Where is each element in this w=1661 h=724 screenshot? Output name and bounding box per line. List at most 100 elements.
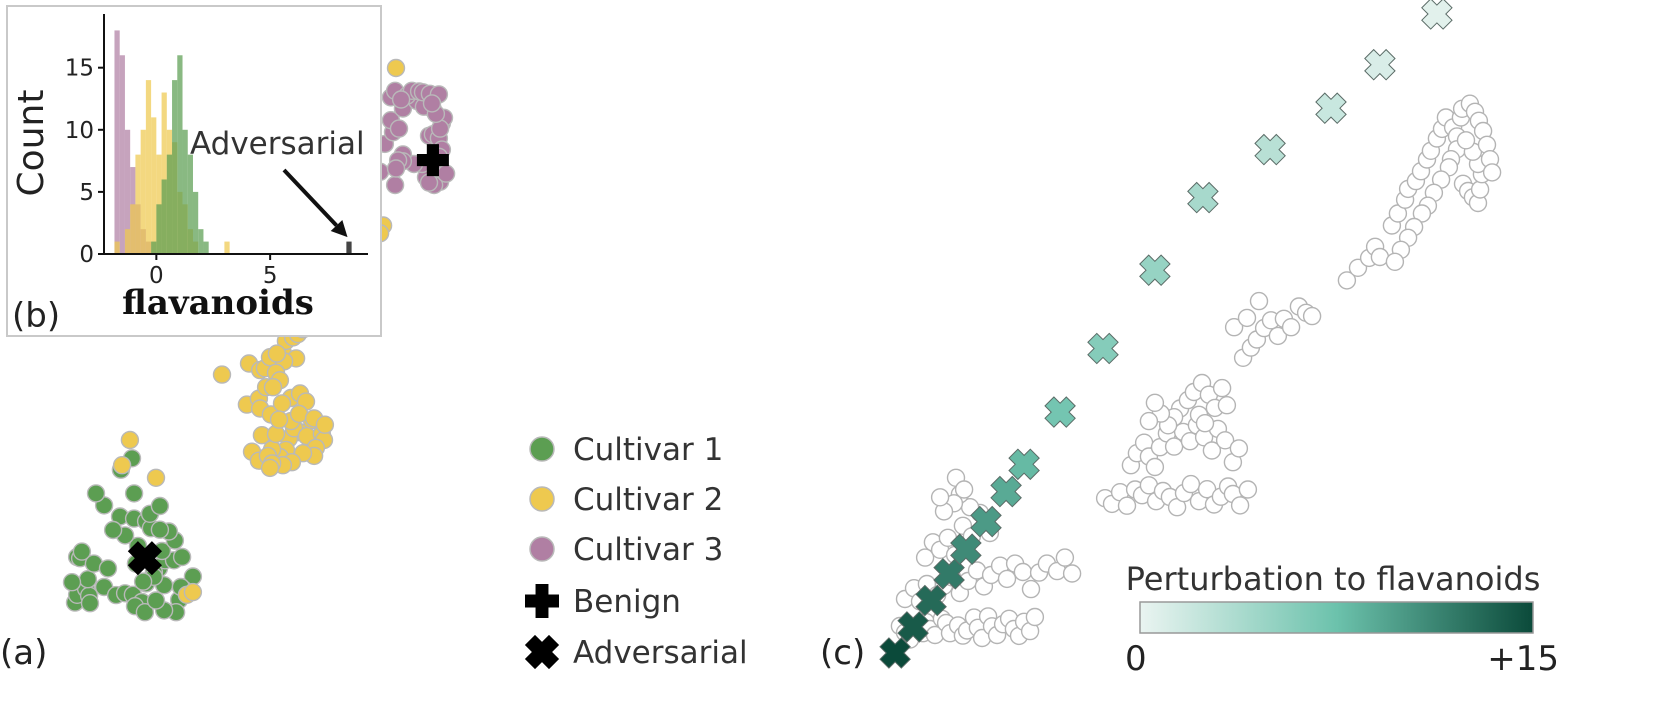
scatter-point-cultivar-1 [80,594,100,613]
scatter-point-cultivar-3 [389,119,409,138]
histogram-bar-cultivar-1 [177,55,183,255]
scatter-point-cultivar-3 [391,90,411,109]
scatter-point-cultivar-2 [386,58,406,78]
scatter-point-cultivar-1 [124,484,144,503]
histogram-annotation: Adversarial [190,126,365,162]
y-tick-label: 5 [79,180,94,206]
hollow-sample-point [1013,562,1033,582]
histogram-bar-cultivar-2 [224,241,230,254]
scatter-point-cultivar-1 [78,570,98,589]
adversarial-marker [127,541,162,576]
scatter-point-cultivar-1 [86,484,106,503]
panel-c-scatter [879,0,1502,669]
annotation-arrowhead [330,219,348,238]
x-tick-label: 5 [263,263,278,289]
scatter-point-cultivar-2 [260,458,280,478]
scatter-point-cultivar-1 [72,542,92,561]
perturbed-cross-marker [1008,448,1040,481]
hollow-sample-point [1268,326,1288,346]
scatter-point-cultivar-1 [103,520,123,540]
scatter-point-cultivar-1 [133,572,153,591]
panel-a-scatter [62,58,456,622]
hollow-sample-point [1062,564,1082,583]
hollow-sample-point [1337,271,1357,290]
perturbed-cross-marker [1087,332,1119,365]
hollow-sample-point [1224,318,1244,337]
hollow-sample-point [1470,180,1490,199]
perturbed-cross-marker [990,475,1022,508]
panel-a-label: (a) [0,633,47,673]
perturbed-cross-marker [933,557,965,590]
hollow-sample-point [1055,548,1075,567]
hollow-sample-point [1145,393,1165,412]
legend-label-benign: Benign [573,584,681,620]
hollow-sample-point [1145,457,1165,477]
scatter-point-cultivar-2 [267,344,287,363]
scatter-point-cultivar-3 [436,164,456,183]
panel-b-label: (b) [12,296,60,336]
hollow-sample-point [997,569,1017,589]
hollow-sample-point [1229,439,1249,458]
histogram-bar-cultivar-2 [135,154,141,254]
legend-swatch-benign [525,584,559,618]
panel-a-legend: Cultivar 1 Cultivar 2 Cultivar 3 Benign Adve… [524,432,748,671]
scatter-point-cultivar-2 [120,430,140,450]
y-tick-label: 10 [65,118,94,144]
hollow-sample-point [1385,252,1405,271]
histogram-bar-cultivar-1 [182,129,188,254]
scatter-point-cultivar-1 [150,520,170,539]
histogram-bar-cultivar-2 [114,241,120,254]
scatter-point-cultivar-2 [263,378,283,397]
benign-marker [416,144,449,177]
hollow-sample-point [1482,163,1502,182]
histogram-xlabel: flavanoids [122,283,314,323]
hollow-sample-point [1215,431,1235,450]
scatter-point-cultivar-2 [112,456,132,475]
perturbed-cross-marker [1044,396,1076,428]
legend-swatch-cultivar-3 [529,536,555,562]
histogram-axes: 0 5 10 15 0 5 [65,14,368,289]
scatter-point-cultivar-1 [150,496,170,516]
histogram-bars [114,30,352,255]
hollow-sample-point [1117,496,1137,515]
perturbed-cross-marker [970,505,1002,538]
legend-label-cultivar-1: Cultivar 1 [573,432,723,468]
histogram-bar-cultivar-1 [192,191,199,254]
histogram-bar-cultivar-1 [166,154,173,254]
hollow-sample-point [1021,579,1041,599]
histogram-bar-cultivar-2 [130,204,136,254]
histogram-ylabel: Count [11,90,52,197]
x-tick-label: 0 [149,263,164,289]
scatter-point-cultivar-2 [315,415,335,434]
scatter-point-cultivar-3 [422,94,442,113]
colorbar: Perturbation to flavanoids 0 +15 [1125,560,1559,679]
scatter-point-cultivar-3 [386,159,406,178]
histogram-bar-cultivar-1 [187,154,193,254]
histogram-bar-adversarial [346,241,352,254]
legend-label-cultivar-3: Cultivar 3 [573,532,723,568]
hollow-sample-point [1230,496,1250,515]
histogram-bar-cultivar-3 [124,129,131,254]
histogram-bar-cultivar-1 [151,241,157,254]
legend-swatch-cultivar-1 [529,436,555,462]
hollow-sample-point [915,548,935,567]
histogram-bar-cultivar-1 [172,80,178,255]
histogram-bar-cultivar-3 [114,30,120,255]
perturbed-cross-marker [897,611,929,643]
scatter-point-cultivar-1 [135,603,155,622]
histogram-bar-cultivar-2 [124,229,131,254]
panel-c-label: (c) [820,633,865,673]
histogram-bar-cultivar-2 [151,117,157,254]
hollow-sample-point [1212,378,1232,398]
hollow-sample-point [1249,291,1269,311]
colorbar-label: Perturbation to flavanoids [1126,560,1541,598]
histogram-bar-cultivar-1 [198,229,204,254]
scatter-point-cultivar-1 [62,573,82,592]
hollow-sample-point [1281,318,1301,337]
annotation-arrow [282,168,338,227]
hollow-sample-point [1195,414,1215,433]
y-tick-label: 15 [65,56,94,82]
histogram-bar-cultivar-2 [140,129,146,254]
scatter-point-cultivar-2 [269,410,289,429]
